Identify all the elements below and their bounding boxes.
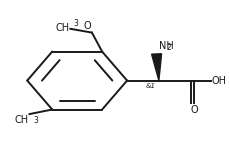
Text: 3: 3	[33, 116, 38, 125]
Text: &1: &1	[144, 83, 155, 89]
Polygon shape	[151, 54, 161, 81]
Text: NH: NH	[158, 41, 173, 51]
Text: CH: CH	[15, 115, 29, 125]
Text: CH: CH	[55, 23, 70, 33]
Text: O: O	[83, 21, 90, 31]
Text: OH: OH	[211, 76, 226, 86]
Text: 2: 2	[166, 43, 171, 52]
Text: O: O	[189, 105, 197, 115]
Text: 3: 3	[73, 19, 78, 28]
